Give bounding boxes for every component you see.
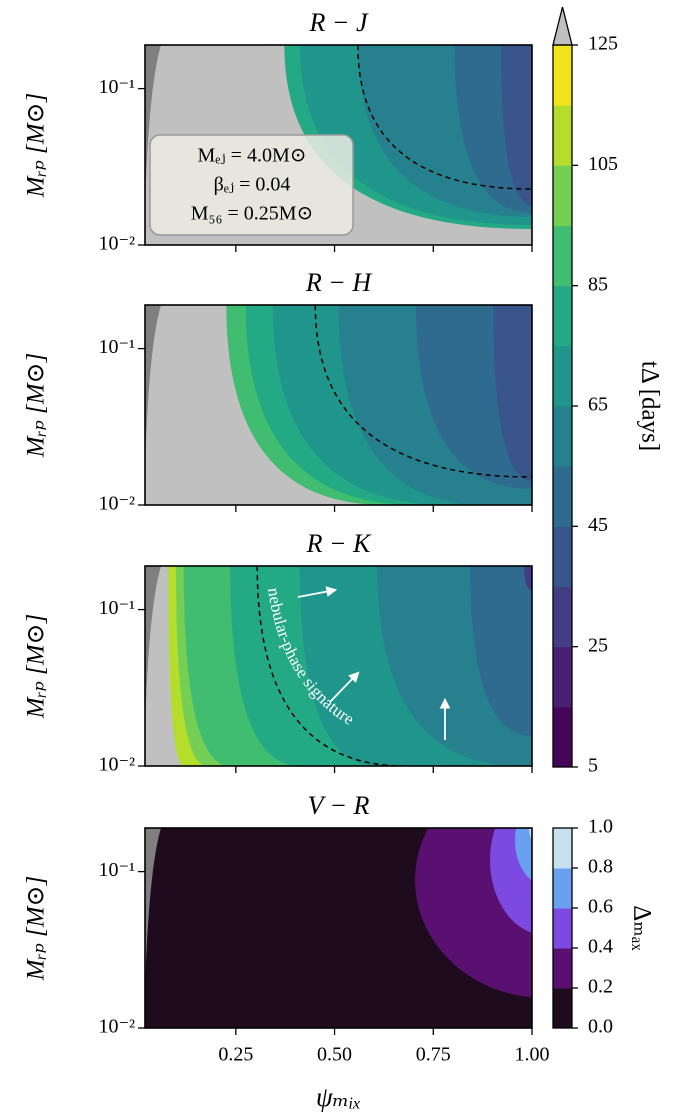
colorbar-tick-label: 45 bbox=[588, 514, 608, 536]
excluded-region bbox=[145, 305, 161, 465]
panel-title: R − H bbox=[305, 268, 372, 297]
annotation-line: Mₑⱼ = 4.0M⊙ bbox=[197, 145, 306, 167]
y-tick-label: 10⁻² bbox=[98, 233, 135, 255]
colorbar-label: tΔ [days] bbox=[636, 361, 663, 451]
y-tick-label: 10⁻¹ bbox=[98, 859, 135, 881]
annotation-arrow bbox=[329, 671, 360, 703]
x-tick-label: 0.75 bbox=[416, 1044, 451, 1066]
plot-area bbox=[145, 828, 532, 1028]
y-axis-label: Mᵣₚ [M⊙] bbox=[23, 93, 50, 198]
panel-title: R − J bbox=[309, 8, 369, 37]
dashed-contour bbox=[357, 45, 532, 190]
plot-area bbox=[145, 305, 532, 505]
excluded-region bbox=[145, 828, 161, 988]
colorbar-band bbox=[553, 988, 572, 1029]
y-tick-label: 10⁻² bbox=[98, 754, 135, 776]
colorbar-extension bbox=[552, 6, 573, 46]
axes-frame bbox=[144, 44, 533, 246]
colorbar-band bbox=[553, 646, 572, 708]
colorbar-tick-label: 0.6 bbox=[588, 896, 613, 918]
axes-frame bbox=[144, 827, 533, 1029]
annotation-line: M₅₆ = 0.25M⊙ bbox=[191, 203, 314, 225]
colorbar-tick-label: 0.8 bbox=[588, 856, 613, 878]
colorbar-band bbox=[553, 45, 572, 106]
contour-region bbox=[501, 45, 532, 205]
panel-title: V − R bbox=[308, 791, 370, 820]
dashed-contour bbox=[256, 566, 405, 766]
y-tick-label: 10⁻¹ bbox=[98, 336, 135, 358]
colorbar-tick-label: 1.0 bbox=[588, 816, 613, 838]
colorbar-tick-label: 25 bbox=[588, 634, 608, 656]
contour-region bbox=[415, 828, 532, 998]
contour-region bbox=[515, 828, 532, 881]
colorbar-band bbox=[553, 948, 572, 989]
excluded-region bbox=[145, 566, 161, 726]
y-tick-label: 10⁻² bbox=[98, 493, 135, 515]
colorbar-band bbox=[553, 466, 572, 527]
colorbar-tick-label: 0.2 bbox=[588, 976, 613, 998]
colorbar-tick-label: 5 bbox=[588, 755, 598, 777]
colorbar-band bbox=[553, 285, 572, 347]
y-axis-label: Mᵣₚ [M⊙] bbox=[23, 876, 50, 981]
colorbar-frame bbox=[552, 827, 573, 1029]
colorbar-band bbox=[553, 406, 572, 467]
annotation-arrow bbox=[297, 586, 338, 598]
colorbar-band bbox=[553, 868, 572, 909]
colorbar-band bbox=[553, 105, 572, 166]
axes-frame bbox=[144, 304, 533, 506]
annotation-box bbox=[149, 134, 354, 236]
contour-region bbox=[490, 828, 532, 933]
dashed-contour bbox=[314, 305, 532, 478]
excluded-region bbox=[145, 45, 161, 205]
colorbar-band bbox=[553, 225, 572, 287]
colorbar-band bbox=[553, 828, 572, 869]
colorbar-band bbox=[553, 345, 572, 407]
y-tick-label: 10⁻¹ bbox=[98, 597, 135, 619]
colorbar-band bbox=[553, 908, 572, 949]
contour-region bbox=[493, 305, 532, 481]
y-tick-label: 10⁻² bbox=[98, 1016, 135, 1038]
x-tick-label: 0.50 bbox=[317, 1044, 352, 1066]
colorbar-tick-label: 0.4 bbox=[588, 936, 613, 958]
colorbar-tick-label: 105 bbox=[588, 153, 618, 175]
colorbar-band bbox=[553, 706, 572, 768]
contour-region bbox=[470, 566, 532, 736]
annotation-line: βₑⱼ = 0.04 bbox=[214, 174, 291, 196]
y-axis-label: Mᵣₚ [M⊙] bbox=[23, 614, 50, 719]
colorbar-tick-label: 125 bbox=[588, 33, 618, 55]
y-axis-label: Mᵣₚ [M⊙] bbox=[23, 353, 50, 458]
contour-region bbox=[524, 566, 532, 590]
colorbar-tick-label: 85 bbox=[588, 273, 608, 295]
colorbar-band bbox=[553, 586, 572, 648]
colorbar-band bbox=[553, 526, 572, 587]
panel-title: R − K bbox=[306, 529, 372, 558]
x-axis-label: ψₘᵢₓ bbox=[316, 1082, 361, 1112]
axes-frame bbox=[144, 565, 533, 767]
x-tick-label: 1.00 bbox=[515, 1044, 550, 1066]
colorbar-band bbox=[553, 165, 572, 226]
colorbar-tick-label: 0.0 bbox=[588, 1016, 613, 1038]
colorbar-label: Δₘₐₓ bbox=[628, 905, 655, 951]
colorbar-tick-label: 65 bbox=[588, 394, 608, 416]
plot-area bbox=[145, 566, 532, 766]
x-tick-label: 0.25 bbox=[218, 1044, 253, 1066]
y-tick-label: 10⁻¹ bbox=[98, 76, 135, 98]
